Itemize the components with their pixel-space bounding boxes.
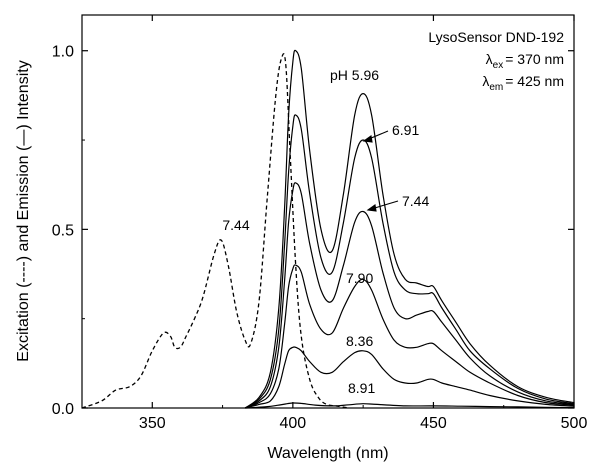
annotation-emission-891: 8.91 [348, 380, 375, 396]
x-tick-label: 400 [280, 415, 307, 432]
emission-line-ph-8-36 [244, 346, 575, 409]
legend-emission-line: λem = 425 nm [482, 73, 564, 93]
annotation-excitation-744: 7.44 [222, 217, 249, 233]
emission-line-ph-5-96 [244, 49, 575, 409]
x-axis-title: Wavelength (nm) [267, 445, 388, 462]
y-axis-title: Excitation (----) and Emission (—) Inten… [15, 60, 32, 361]
annotation-emission-744: 7.44 [402, 193, 429, 209]
arrowhead-691 [362, 135, 373, 143]
emission-line-ph-6-91 [244, 114, 575, 409]
x-tick-label: 350 [139, 415, 166, 432]
x-tick-label: 450 [420, 415, 447, 432]
emission-line-ph-7-90 [244, 264, 575, 409]
y-tick-label: 1.0 [52, 44, 74, 61]
x-tick-label: 500 [561, 415, 588, 432]
annotation-arrows [362, 130, 399, 212]
axis-ticks: 350 400 450 500 0.0 0.5 1.0 [52, 15, 588, 432]
annotation-emission-836: 8.36 [346, 333, 373, 349]
y-tick-label: 0.5 [52, 222, 74, 239]
plot-frame [81, 14, 575, 409]
annotation-ph-label: pH 5.96 [330, 67, 379, 83]
excitation-line-ph-744 [81, 53, 350, 409]
y-tick-label: 0.0 [52, 401, 74, 418]
emission-line-ph-8-91 [245, 402, 575, 409]
legend-box: LysoSensor DND-192 λex = 370 nm λem = 425 … [428, 29, 564, 93]
legend-excitation-line: λex = 370 nm [486, 51, 564, 71]
series-group [81, 49, 575, 409]
legend-title: LysoSensor DND-192 [428, 29, 564, 45]
annotation-emission-691: 6.91 [392, 122, 419, 138]
annotation-emission-790: 7.90 [346, 270, 373, 286]
emission-line-ph-7-44 [244, 182, 575, 409]
arrowhead-744 [366, 204, 377, 212]
